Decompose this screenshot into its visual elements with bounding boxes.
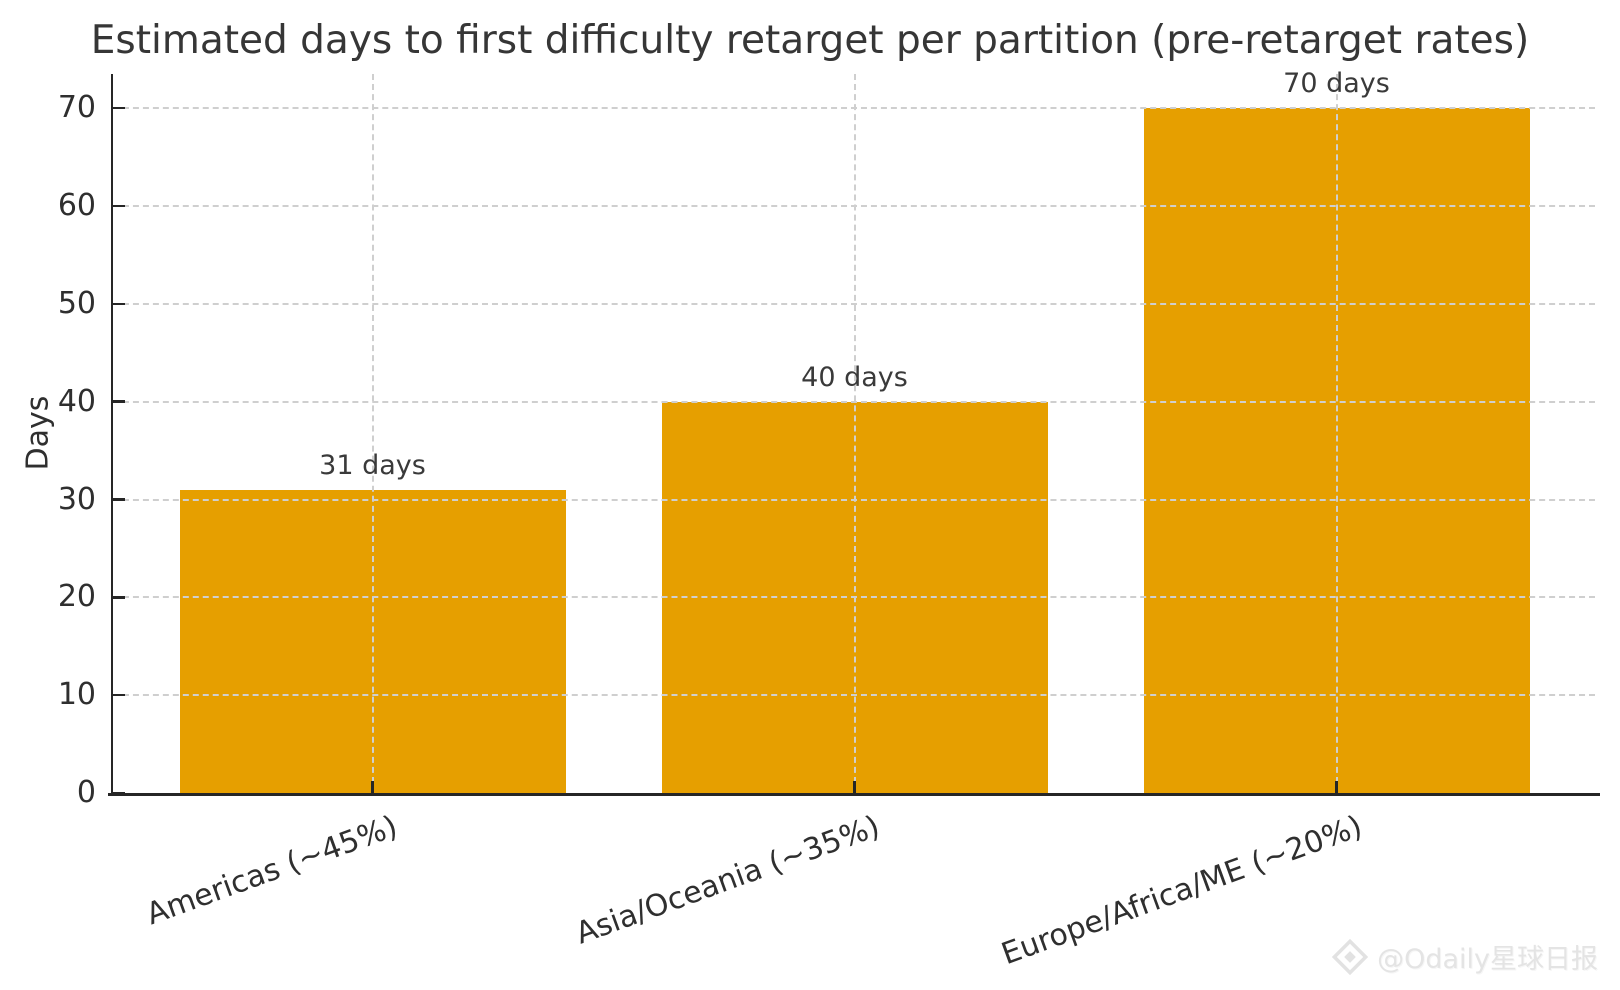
x-tick-label: Asia/Oceania (~35%) [571, 809, 885, 952]
chart-title: Estimated days to first difficulty retar… [90, 18, 1530, 63]
y-tick-mark [113, 302, 125, 306]
x-tick-label: Europe/Africa/ME (~20%) [996, 809, 1367, 973]
y-tick-label: 20 [57, 579, 96, 615]
x-tick-mark [853, 781, 856, 793]
v-gridline [853, 74, 856, 793]
bar-value-label: 70 days [1283, 68, 1390, 100]
x-tick-mark [371, 781, 374, 793]
y-tick-label: 50 [57, 285, 96, 321]
y-tick-mark [113, 596, 125, 599]
y-tick-mark [113, 204, 125, 208]
y-tick-label: 0 [76, 775, 96, 810]
x-axis-spine [108, 793, 1600, 796]
v-gridline [1335, 74, 1338, 793]
y-tick-label: 10 [57, 677, 96, 713]
watermark: @Odaily星球日报 [1331, 937, 1598, 976]
y-tick-mark [113, 106, 125, 110]
bar-value-label: 31 days [319, 449, 426, 481]
y-tick-mark [113, 498, 125, 501]
watermark-text: @Odaily星球日报 [1377, 944, 1598, 975]
x-tick-label: Americas (~45%) [142, 809, 403, 933]
bar-value-label: 40 days [801, 361, 908, 393]
y-tick-label: 30 [57, 481, 96, 517]
y-axis-spine [110, 74, 113, 796]
v-gridline [371, 74, 374, 793]
y-tick-label: 40 [57, 383, 96, 419]
odaily-diamond-logo-icon [1331, 938, 1369, 976]
y-tick-label: 60 [57, 188, 96, 224]
y-tick-mark [113, 400, 125, 403]
x-tick-mark [1335, 781, 1338, 793]
y-tick-mark [113, 693, 125, 697]
y-tick-label: 70 [57, 90, 96, 126]
